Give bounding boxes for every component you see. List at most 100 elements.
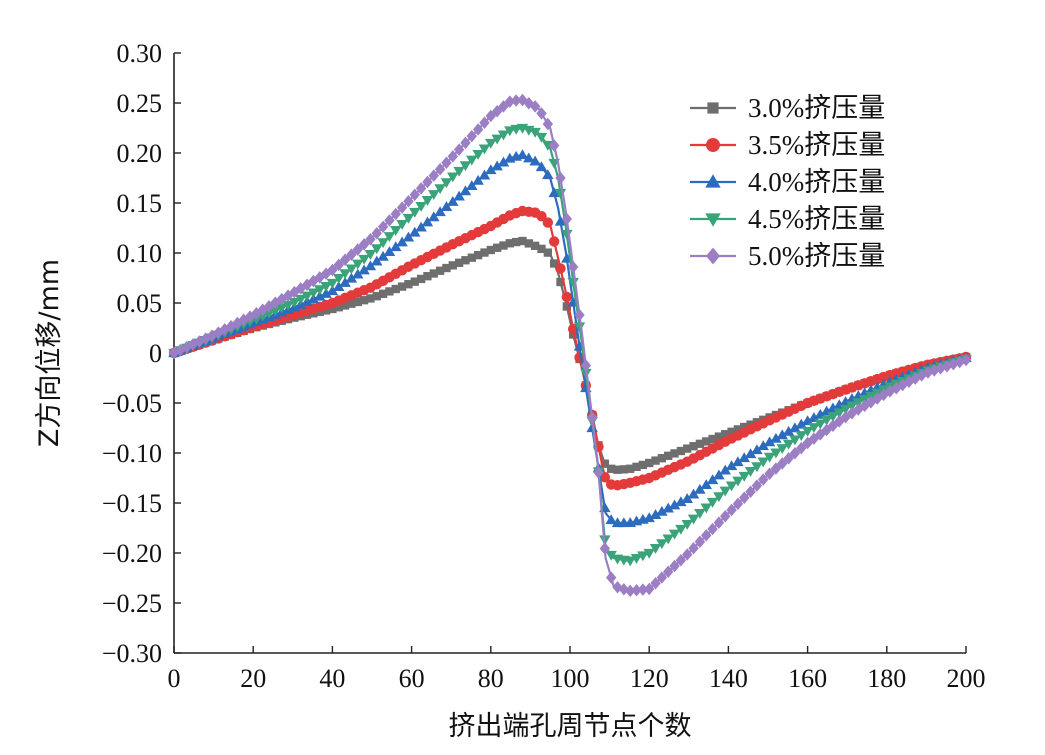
series-marker <box>903 375 915 389</box>
series-marker <box>695 439 705 448</box>
series-marker <box>442 263 451 273</box>
series-marker <box>820 415 833 426</box>
legend-marker <box>706 247 720 265</box>
series-marker <box>542 217 554 228</box>
series-marker <box>960 353 972 367</box>
series-marker <box>593 466 604 479</box>
series-marker <box>378 289 388 298</box>
series-marker <box>702 437 711 446</box>
series-marker <box>782 425 795 436</box>
series-marker <box>548 139 560 152</box>
series-marker <box>480 248 489 257</box>
series-marker <box>694 509 706 519</box>
series-marker <box>776 429 788 440</box>
series-marker <box>396 219 408 230</box>
series-marker <box>569 330 578 339</box>
series-marker <box>390 241 402 252</box>
y-tick-label: 0.15 <box>117 189 163 218</box>
series-marker <box>929 364 940 377</box>
series-marker <box>529 127 541 138</box>
legend-marker <box>705 174 721 188</box>
series-marker <box>416 274 426 284</box>
series-marker <box>511 237 521 247</box>
series-marker <box>326 285 339 296</box>
series-marker <box>505 239 514 248</box>
series-marker <box>492 243 502 252</box>
series-layer <box>168 93 972 598</box>
series-marker <box>751 479 763 492</box>
y-tick-label: −0.25 <box>102 589 162 618</box>
series-marker <box>618 583 630 596</box>
series-marker <box>782 439 795 450</box>
series-marker <box>808 432 820 445</box>
series-marker <box>187 338 199 351</box>
series-marker <box>555 171 566 185</box>
series-marker <box>340 301 350 310</box>
series-marker <box>599 542 611 555</box>
series-marker <box>632 462 641 471</box>
series-marker <box>459 185 472 196</box>
series-marker <box>175 343 186 357</box>
series-marker <box>580 359 592 372</box>
series-marker <box>605 571 617 584</box>
series-marker <box>662 534 674 545</box>
series-marker <box>333 281 345 291</box>
series-marker <box>466 129 477 143</box>
series-marker <box>694 483 706 494</box>
series-marker <box>372 292 381 301</box>
series-marker <box>542 169 554 180</box>
series-marker <box>390 226 402 236</box>
series-marker <box>409 188 420 202</box>
series-marker <box>542 117 554 131</box>
series-marker <box>683 444 692 453</box>
series-marker <box>567 260 579 274</box>
legend-marker <box>705 213 721 227</box>
legend-item: 3.0%挤压量 <box>690 93 885 123</box>
series-marker <box>619 465 629 474</box>
series-marker <box>687 514 700 525</box>
series-marker <box>763 452 776 463</box>
series-marker <box>586 411 598 424</box>
series-marker <box>846 401 858 412</box>
series-marker <box>434 162 446 176</box>
series-marker <box>808 423 820 434</box>
series-marker <box>543 248 552 257</box>
series-marker <box>687 488 700 499</box>
series-marker <box>440 201 453 211</box>
series-marker <box>288 298 301 308</box>
legend-label: 4.0%挤压量 <box>748 167 885 197</box>
series-marker <box>535 132 548 143</box>
series-marker <box>738 452 750 463</box>
series-marker <box>333 258 344 272</box>
series-marker <box>645 458 654 468</box>
series-marker <box>827 412 839 422</box>
series-marker <box>358 264 370 275</box>
legend-item: 4.0%挤压量 <box>690 167 885 197</box>
x-tick-label: 0 <box>168 664 181 693</box>
series-marker <box>626 464 635 473</box>
series-marker <box>554 215 567 226</box>
series-marker <box>643 548 655 559</box>
series-marker <box>700 503 712 514</box>
series-marker <box>530 241 540 250</box>
series-marker <box>624 584 636 598</box>
series-marker <box>542 140 554 151</box>
series-marker <box>345 264 358 275</box>
series-marker <box>428 169 439 182</box>
y-tick-label: 0.30 <box>117 39 163 68</box>
series-marker <box>346 248 357 261</box>
series-marker <box>713 492 725 503</box>
series-marker <box>377 250 389 261</box>
series-marker <box>561 291 573 303</box>
series-marker <box>422 175 433 189</box>
series-marker <box>802 436 813 450</box>
series-marker <box>758 473 769 486</box>
y-tick-label: −0.30 <box>102 639 162 668</box>
series-marker <box>307 288 320 299</box>
series-marker <box>402 213 415 224</box>
series-marker <box>650 577 661 590</box>
series-marker <box>725 460 738 471</box>
series-marker <box>537 244 546 254</box>
series-marker <box>795 418 807 429</box>
